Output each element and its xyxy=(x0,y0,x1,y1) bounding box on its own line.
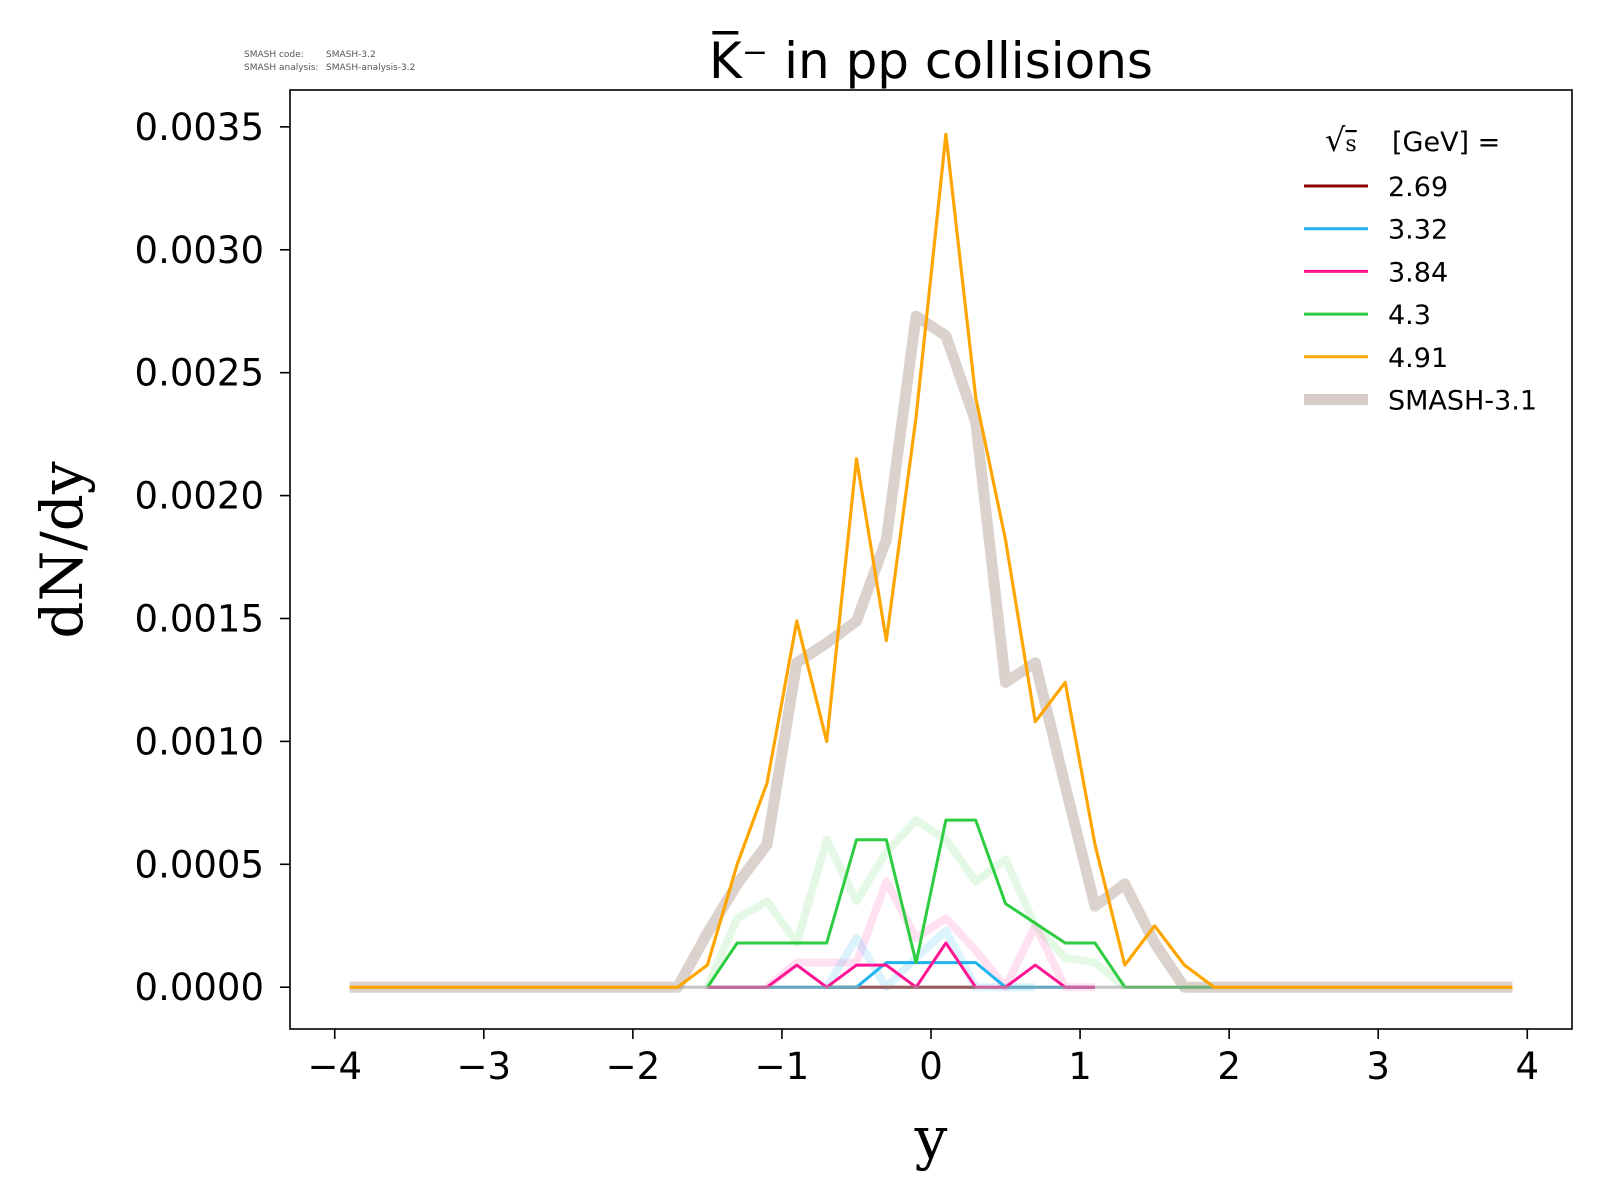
series-line-4.91-top xyxy=(349,132,1513,989)
y-tick-label: 0.0030 xyxy=(135,229,264,272)
x-tick-label: 4 xyxy=(1516,1045,1540,1088)
chart-title: K̅⁻ in pp collisions xyxy=(709,31,1153,90)
legend-label: 4.3 xyxy=(1388,300,1431,331)
y-tick-label: 0.0000 xyxy=(135,966,264,1009)
y-tick-label: 0.0025 xyxy=(135,352,264,395)
meta-code-value: SMASH-3.2 xyxy=(326,50,376,60)
legend-label: 2.69 xyxy=(1388,172,1448,203)
legend-title-unit: [GeV] = xyxy=(1392,127,1500,158)
series-line-smash-3.1 xyxy=(349,310,1513,993)
legend-label: 3.84 xyxy=(1388,257,1448,288)
legend-title-sqrt: √s xyxy=(1325,121,1357,159)
y-tick-label: 0.0020 xyxy=(135,475,264,518)
series-line-4.3 xyxy=(706,818,1215,989)
x-tick-label: −3 xyxy=(457,1045,512,1088)
y-tick-label: 0.0010 xyxy=(135,720,264,763)
legend: √s [GeV] = 2.69 3.32 3.84 4.3 4.91 SMASH-3.1 xyxy=(1304,121,1537,417)
x-tick-label: 2 xyxy=(1217,1045,1241,1088)
y-axis: 0.0000 0.0005 0.0010 0.0015 0.0020 0.0025 0.00… xyxy=(135,106,290,1009)
y-axis-label: dN/dy xyxy=(28,461,96,639)
series-line-3.84-smash-3.1- xyxy=(764,877,1095,992)
meta-analysis-label: SMASH analysis: xyxy=(244,63,318,73)
series-line-3.84 xyxy=(707,941,1095,989)
x-tick-label: 0 xyxy=(919,1045,943,1088)
x-tick-label: −4 xyxy=(307,1045,362,1088)
meta-analysis-value: SMASH-analysis-3.2 xyxy=(326,63,415,73)
legend-label: 3.32 xyxy=(1388,215,1448,246)
legend-title-s: s xyxy=(1345,132,1356,157)
y-tick-label: 0.0015 xyxy=(135,597,264,640)
legend-entries: 2.69 3.32 3.84 4.3 4.91 SMASH-3.1 xyxy=(1304,172,1537,417)
x-axis: −4 −3 −2 −1 0 1 2 3 4 xyxy=(307,1029,1539,1088)
x-axis-label: y xyxy=(914,1104,948,1172)
series-layer xyxy=(349,132,1513,993)
x-tick-label: 1 xyxy=(1068,1045,1092,1088)
legend-label: 4.91 xyxy=(1388,343,1448,374)
series-line-4.3-smash-3.1- xyxy=(703,816,1128,991)
meta-code-label: SMASH code: xyxy=(244,50,304,60)
x-tick-label: −1 xyxy=(755,1045,810,1088)
y-tick-label: 0.0035 xyxy=(135,106,264,149)
x-tick-label: 3 xyxy=(1366,1045,1390,1088)
legend-label: SMASH-3.1 xyxy=(1388,386,1537,417)
x-tick-label: −2 xyxy=(606,1045,661,1088)
y-tick-label: 0.0005 xyxy=(135,843,264,886)
